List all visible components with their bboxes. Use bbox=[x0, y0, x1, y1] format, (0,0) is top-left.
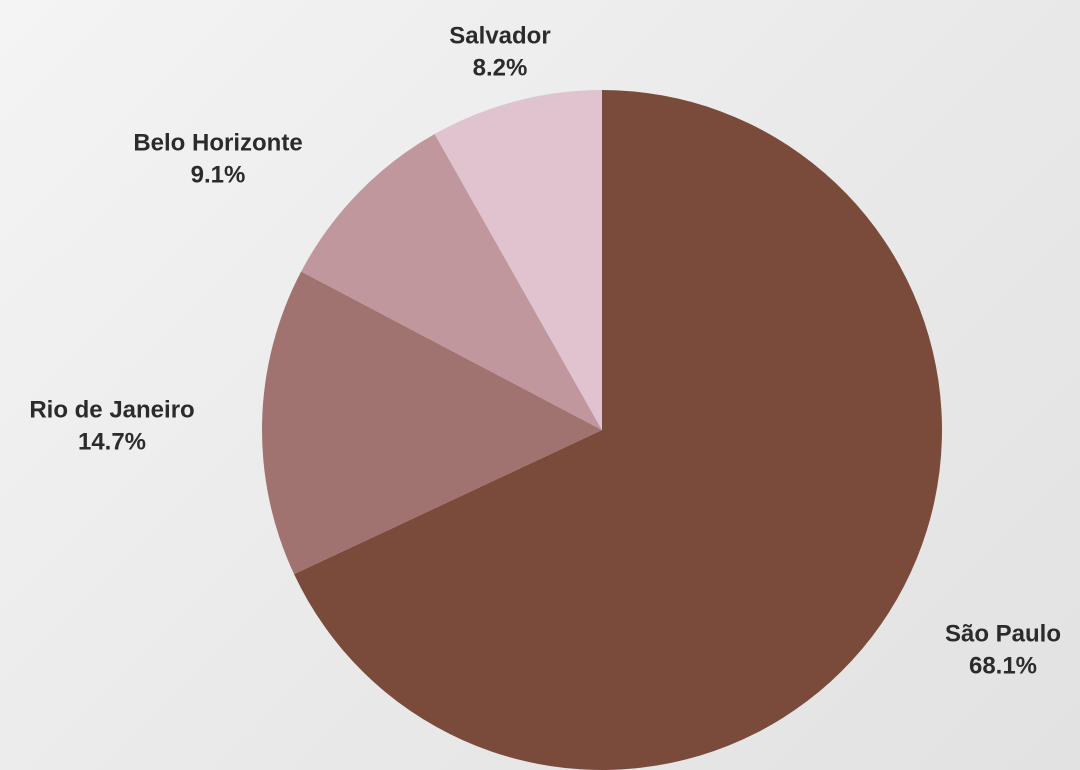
slice-name-label: São Paulo bbox=[945, 620, 1061, 647]
pie-slice-salvador bbox=[434, 90, 602, 430]
pie-slice-belo-horizonte bbox=[301, 134, 602, 431]
slice-percent-label: 14.7% bbox=[78, 428, 146, 455]
slice-percent-label: 9.1% bbox=[191, 161, 246, 188]
slice-label-salvador: Salvador 8.2% bbox=[449, 22, 550, 81]
slice-name-label: Belo Horizonte bbox=[133, 129, 302, 156]
slice-label-rio-de-janeiro: Rio de Janeiro 14.7% bbox=[29, 396, 194, 455]
pie-slice-rio-de-janeiro bbox=[261, 271, 602, 575]
pie-slices bbox=[261, 90, 942, 770]
slice-percent-label: 68.1% bbox=[969, 652, 1037, 679]
slice-name-label: Rio de Janeiro bbox=[29, 396, 194, 423]
slice-percent-label: 8.2% bbox=[473, 54, 528, 81]
pie-labels: São Paulo 68.1% Rio de Janeiro 14.7% Belo Ho… bbox=[29, 22, 1061, 679]
slice-name-label: Salvador bbox=[449, 22, 550, 49]
slice-label-belo-horizonte: Belo Horizonte 9.1% bbox=[133, 129, 302, 188]
slice-label-sao-paulo: São Paulo 68.1% bbox=[945, 620, 1061, 679]
pie-slice-sao-paulo bbox=[294, 90, 942, 770]
